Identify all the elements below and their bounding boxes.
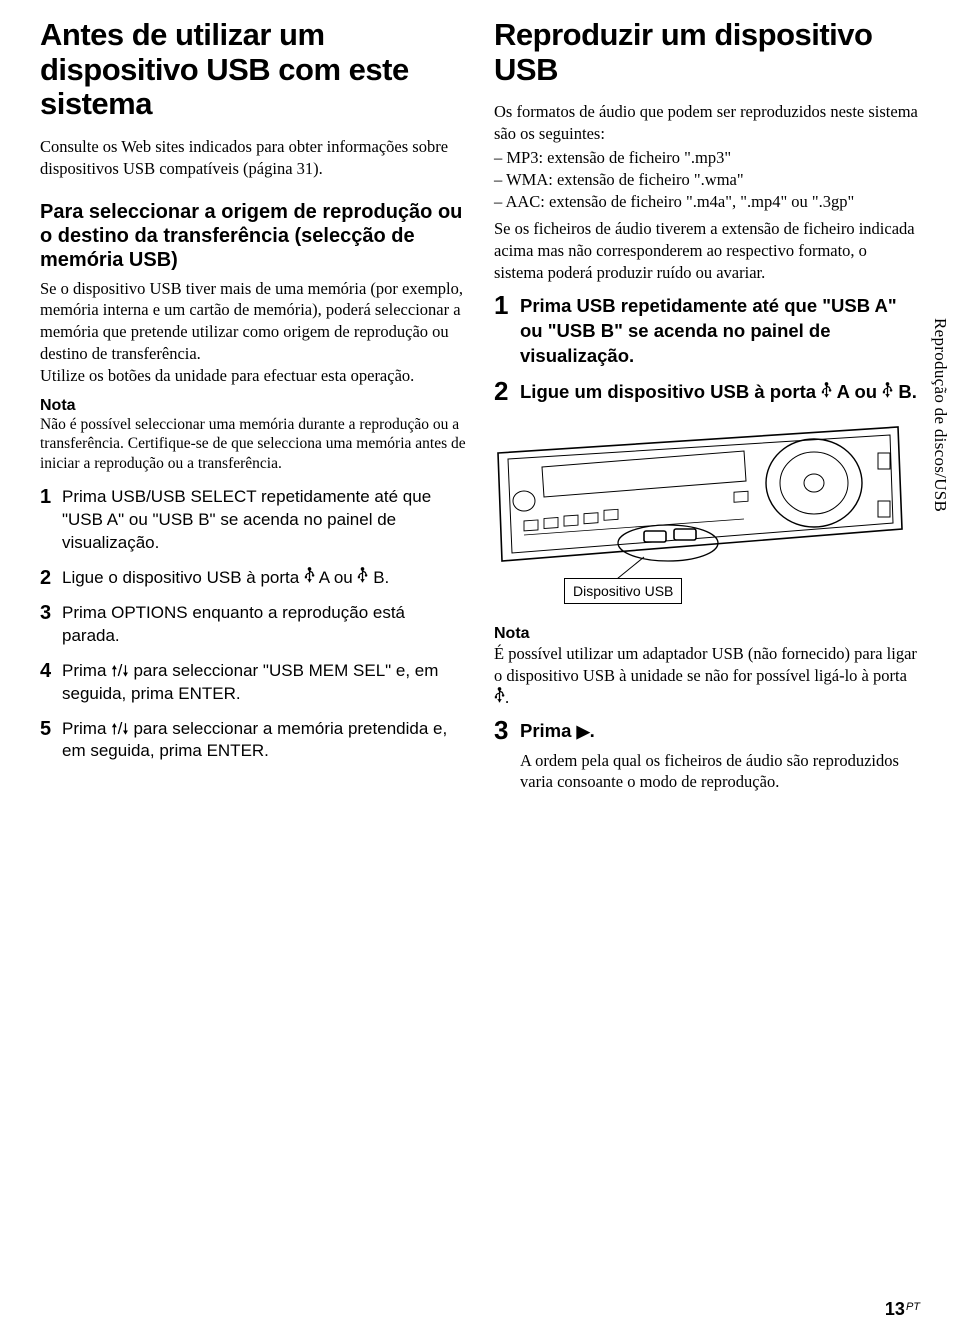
right-para2: Se os ficheiros de áudio tiverem a exten… xyxy=(494,218,920,283)
big-step-2: Ligue um dispositivo USB à porta A ou B. xyxy=(494,380,920,405)
left-step-5: Prima 🠕/🠗 para seleccionar a memória pre… xyxy=(40,718,466,764)
left-para1: Se o dispositivo USB tiver mais de uma m… xyxy=(40,279,463,363)
left-subheading: Para seleccionar a origem de reprodução … xyxy=(40,200,466,272)
right-heading: Reproduzir um dispositivo USB xyxy=(494,18,920,87)
left-heading: Antes de utilizar um dispositivo USB com… xyxy=(40,18,466,122)
page-number: 13 xyxy=(885,1299,905,1319)
right-big-steps: Prima USB repetidamente até que "USB A" … xyxy=(494,294,920,406)
left-column: Antes de utilizar um dispositivo USB com… xyxy=(40,18,466,801)
big-step-3: Prima ▶. xyxy=(494,719,920,744)
right-para3: A ordem pela qual os ficheiros de áudio … xyxy=(520,750,920,794)
left-step-2: Ligue o dispositivo USB à porta A ou B. xyxy=(40,567,466,590)
right-big-steps-cont: Prima ▶. xyxy=(494,719,920,744)
fmt-aac: – AAC: extensão de ficheiro ".m4a", ".mp… xyxy=(494,191,920,213)
left-para2: Utilize os botões da unidade para efectu… xyxy=(40,365,466,387)
nota-label-right: Nota xyxy=(494,625,920,643)
nota-body-left: Não é possível seleccionar uma memória d… xyxy=(40,415,466,474)
right-column: Reproduzir um dispositivo USB Os formato… xyxy=(494,18,920,801)
nota-label-left: Nota xyxy=(40,397,466,415)
nota-body-right: É possível utilizar um adaptador USB (nã… xyxy=(494,643,920,708)
side-tab: Reprodução de discos/USB xyxy=(930,318,950,512)
left-step-4: Prima 🠕/🠗 para seleccionar "USB MEM SEL"… xyxy=(40,660,466,706)
page-footer: 13PT xyxy=(885,1299,920,1320)
left-steps: Prima USB/USB SELECT repetidamente até q… xyxy=(40,486,466,763)
device-illustration: Dispositivo USB xyxy=(494,423,920,613)
left-intro: Consulte os Web sites indicados para obt… xyxy=(40,136,466,180)
fmt-wma: – WMA: extensão de ficheiro ".wma" xyxy=(494,169,920,191)
ps: PT xyxy=(906,1301,920,1313)
left-step-1: Prima USB/USB SELECT repetidamente até q… xyxy=(40,486,466,555)
big-step-1: Prima USB repetidamente até que "USB A" … xyxy=(494,294,920,369)
left-step-3: Prima OPTIONS enquanto a reprodução está… xyxy=(40,602,466,648)
callout-label: Dispositivo USB xyxy=(564,578,682,604)
fmt-mp3: – MP3: extensão de ficheiro ".mp3" xyxy=(494,147,920,169)
right-para1: Os formatos de áudio que podem ser repro… xyxy=(494,101,920,145)
